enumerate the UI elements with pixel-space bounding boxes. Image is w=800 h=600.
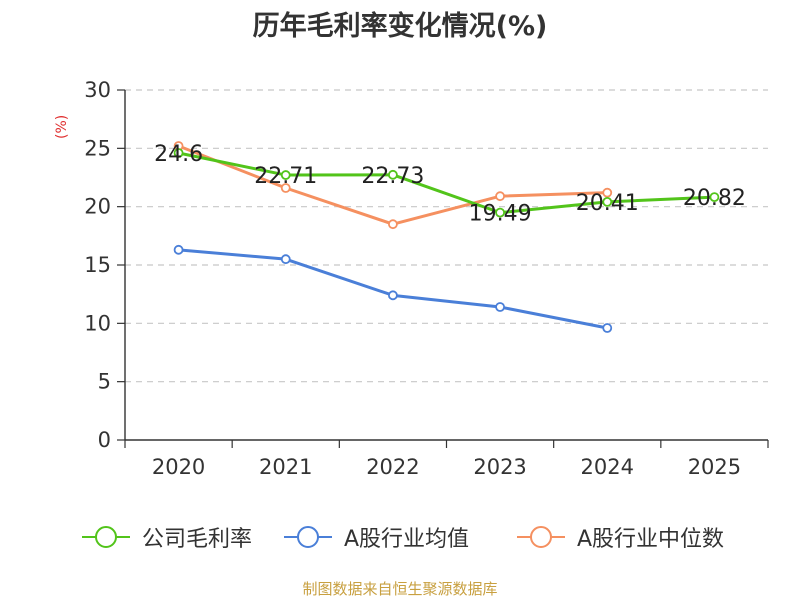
source-note: 制图数据来自恒生聚源数据库 bbox=[302, 580, 498, 598]
legend-marker-icon bbox=[517, 526, 565, 548]
data-point bbox=[602, 187, 613, 198]
y-tick-label: 0 bbox=[98, 428, 111, 452]
data-point bbox=[173, 244, 184, 255]
data-label: 24.6 bbox=[154, 142, 203, 167]
data-label: 22.71 bbox=[254, 164, 317, 189]
x-tick-label: 2025 bbox=[688, 455, 741, 479]
data-point bbox=[709, 192, 720, 203]
data-point bbox=[280, 254, 291, 265]
chart-title: 历年毛利率变化情况(%) bbox=[252, 11, 548, 42]
legend-label: A股行业中位数 bbox=[577, 527, 725, 552]
y-tick-label: 30 bbox=[84, 78, 111, 102]
y-tick-label: 5 bbox=[98, 370, 111, 394]
legend-marker-icon bbox=[82, 526, 130, 548]
x-tick-label: 2023 bbox=[473, 455, 526, 479]
legend-item: 公司毛利率 bbox=[80, 520, 252, 554]
data-point bbox=[388, 219, 398, 230]
data-label: 20.41 bbox=[576, 191, 639, 216]
data-label: 19.49 bbox=[469, 202, 532, 227]
data-point bbox=[495, 207, 505, 218]
data-point bbox=[602, 196, 613, 207]
data-label: 22.73 bbox=[361, 164, 424, 189]
x-tick-label: 2020 bbox=[152, 455, 205, 479]
legend: 公司毛利率 A股行业均值 A股行业中位数 bbox=[0, 520, 800, 560]
x-tick-label: 2024 bbox=[581, 455, 634, 479]
y-tick-label: 20 bbox=[84, 195, 111, 219]
data-point bbox=[173, 148, 184, 158]
legend-marker-icon bbox=[284, 526, 332, 548]
legend-label: A股行业均值 bbox=[344, 527, 470, 552]
legend-item: A股行业均值 bbox=[282, 520, 469, 554]
y-tick-label: 25 bbox=[84, 136, 111, 160]
y-tick-label: 15 bbox=[84, 253, 111, 277]
series-line bbox=[177, 248, 609, 330]
legend-item: A股行业中位数 bbox=[515, 520, 724, 554]
data-label: 20.82 bbox=[683, 186, 746, 211]
data-point bbox=[602, 323, 613, 333]
data-point bbox=[388, 290, 398, 301]
data-point bbox=[280, 170, 291, 180]
data-point bbox=[495, 302, 505, 312]
data-point bbox=[280, 183, 291, 193]
x-tick-label: 2021 bbox=[259, 455, 312, 479]
y-tick-label: 10 bbox=[84, 311, 111, 335]
data-point bbox=[495, 191, 505, 202]
x-tick-label: 2022 bbox=[366, 455, 419, 479]
series-line bbox=[177, 151, 716, 215]
data-point bbox=[388, 169, 398, 180]
legend-label: 公司毛利率 bbox=[142, 527, 253, 552]
